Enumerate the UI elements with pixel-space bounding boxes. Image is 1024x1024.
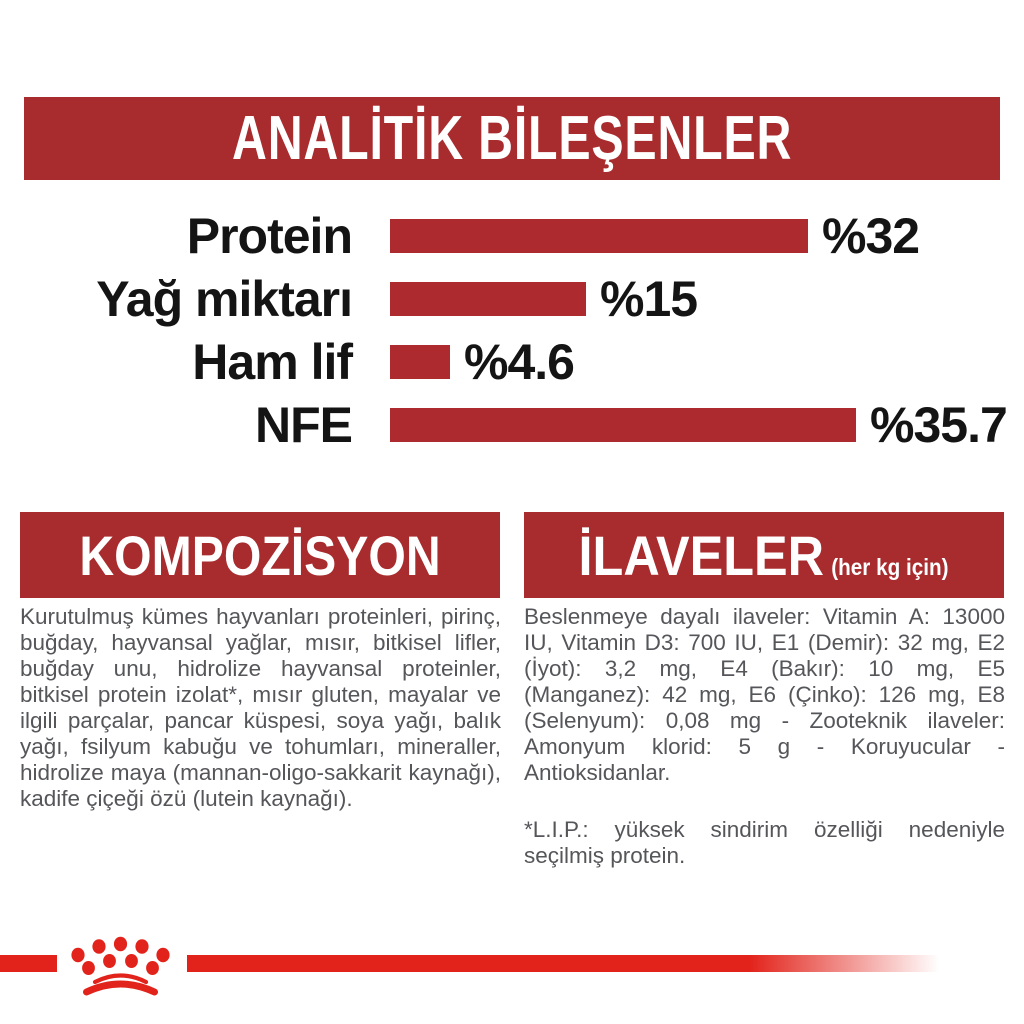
additives-column: Beslenmeye dayalı ilaveler: Vitamin A: 1… <box>524 604 1005 869</box>
composition-title: KOMPOZİSYON <box>79 523 441 587</box>
chart-bar <box>390 282 586 316</box>
composition-header: KOMPOZİSYON <box>20 512 500 598</box>
chart-bar <box>390 219 808 253</box>
additives-body-text: Beslenmeye dayalı ilaveler: Vitamin A: 1… <box>524 604 1005 785</box>
chart-bar <box>390 345 450 379</box>
composition-body-text: Kurutulmuş kümes hayvanları proteinleri,… <box>20 604 501 811</box>
chart-value-label: %35.7 <box>870 397 1008 453</box>
additives-subtitle: (her kg için) <box>831 553 950 580</box>
chart-row: Yağ miktarı %15 <box>0 271 1024 327</box>
footer-stripe-right <box>187 955 947 972</box>
chart-value-label: %15 <box>600 271 698 327</box>
chart-category-label: NFE <box>255 397 353 453</box>
analytic-components-header: ANALİTİK BİLEŞENLER <box>24 97 1000 180</box>
chart-value-label: %32 <box>822 208 920 264</box>
additives-header: İLAVELER (her kg için) <box>524 512 1004 598</box>
chart-row: Protein %32 <box>0 208 1024 264</box>
additives-title: İLAVELER <box>578 523 825 587</box>
lip-footnote-text: *L.I.P.: yüksek sindirim özelliği nedeni… <box>524 817 1005 868</box>
composition-column: Kurutulmuş kümes hayvanları proteinleri,… <box>20 604 501 812</box>
chart-value-label: %4.6 <box>464 334 575 390</box>
additives-title-group: İLAVELER (her kg için) <box>579 523 949 588</box>
analytic-bar-chart: Protein %32 Yağ miktarı %15 Ham lif %4.6 NFE %3… <box>0 208 1024 471</box>
chart-bar <box>390 408 856 442</box>
chart-category-label: Ham lif <box>192 334 353 390</box>
chart-category-label: Protein <box>186 208 353 264</box>
chart-row: Ham lif %4.6 <box>0 334 1024 390</box>
chart-row: NFE %35.7 <box>0 397 1024 453</box>
footer-stripe-left <box>0 955 57 972</box>
royal-canin-crown-icon <box>71 936 170 996</box>
chart-category-label: Yağ miktarı <box>96 271 353 327</box>
analytic-components-title: ANALİTİK BİLEŞENLER <box>231 104 793 173</box>
